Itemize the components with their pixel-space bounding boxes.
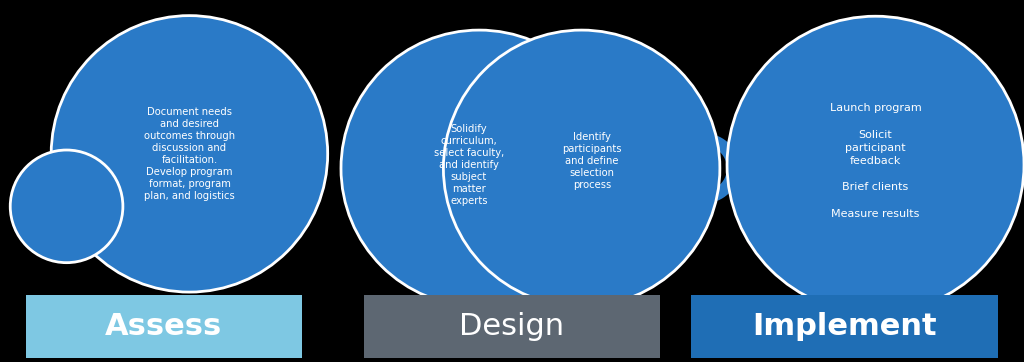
FancyBboxPatch shape bbox=[364, 295, 660, 358]
Text: Assess: Assess bbox=[105, 312, 222, 341]
Ellipse shape bbox=[51, 16, 328, 292]
Ellipse shape bbox=[443, 30, 720, 307]
Ellipse shape bbox=[10, 150, 123, 263]
Text: Design: Design bbox=[460, 312, 564, 341]
Text: Launch program

Solicit
participant
feedback

Brief clients

Measure results: Launch program Solicit participant feedb… bbox=[829, 103, 922, 219]
Ellipse shape bbox=[341, 30, 617, 307]
Text: Solidify
curriculum,
select faculty,
and identify
subject
matter
experts: Solidify curriculum, select faculty, and… bbox=[434, 124, 504, 206]
FancyBboxPatch shape bbox=[691, 295, 998, 358]
Ellipse shape bbox=[727, 16, 1024, 313]
FancyBboxPatch shape bbox=[26, 295, 302, 358]
Text: Identify
participants
and define
selection
process: Identify participants and define selecti… bbox=[562, 132, 622, 190]
Text: Implement: Implement bbox=[753, 312, 937, 341]
Text: Document needs
and desired
outcomes through
discussion and
facilitation.
Develop: Document needs and desired outcomes thro… bbox=[144, 107, 234, 201]
